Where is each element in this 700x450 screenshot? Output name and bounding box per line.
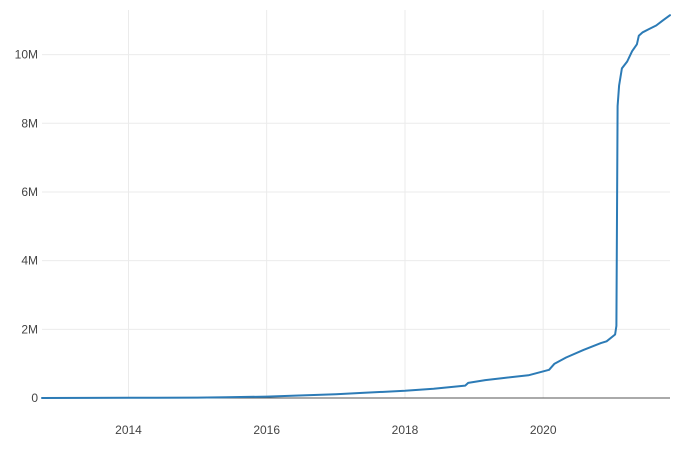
grid-lines — [42, 10, 670, 398]
x-tick-labels: 2014 2016 2018 2020 — [115, 423, 557, 437]
y-tick-label: 6M — [21, 185, 38, 199]
x-tick-label: 2020 — [530, 423, 557, 437]
y-tick-labels: 0 2M 4M 6M 8M 10M — [15, 48, 39, 405]
y-tick-label: 2M — [21, 322, 38, 336]
y-tick-label: 8M — [21, 116, 38, 130]
y-tick-label: 4M — [21, 254, 38, 268]
x-tick-label: 2018 — [392, 423, 419, 437]
x-tick-label: 2014 — [115, 423, 142, 437]
series-line — [41, 14, 671, 399]
x-tick-label: 2016 — [253, 423, 280, 437]
y-tick-label: 10M — [15, 48, 38, 62]
y-tick-label: 0 — [31, 391, 38, 405]
series-layer — [41, 14, 671, 399]
